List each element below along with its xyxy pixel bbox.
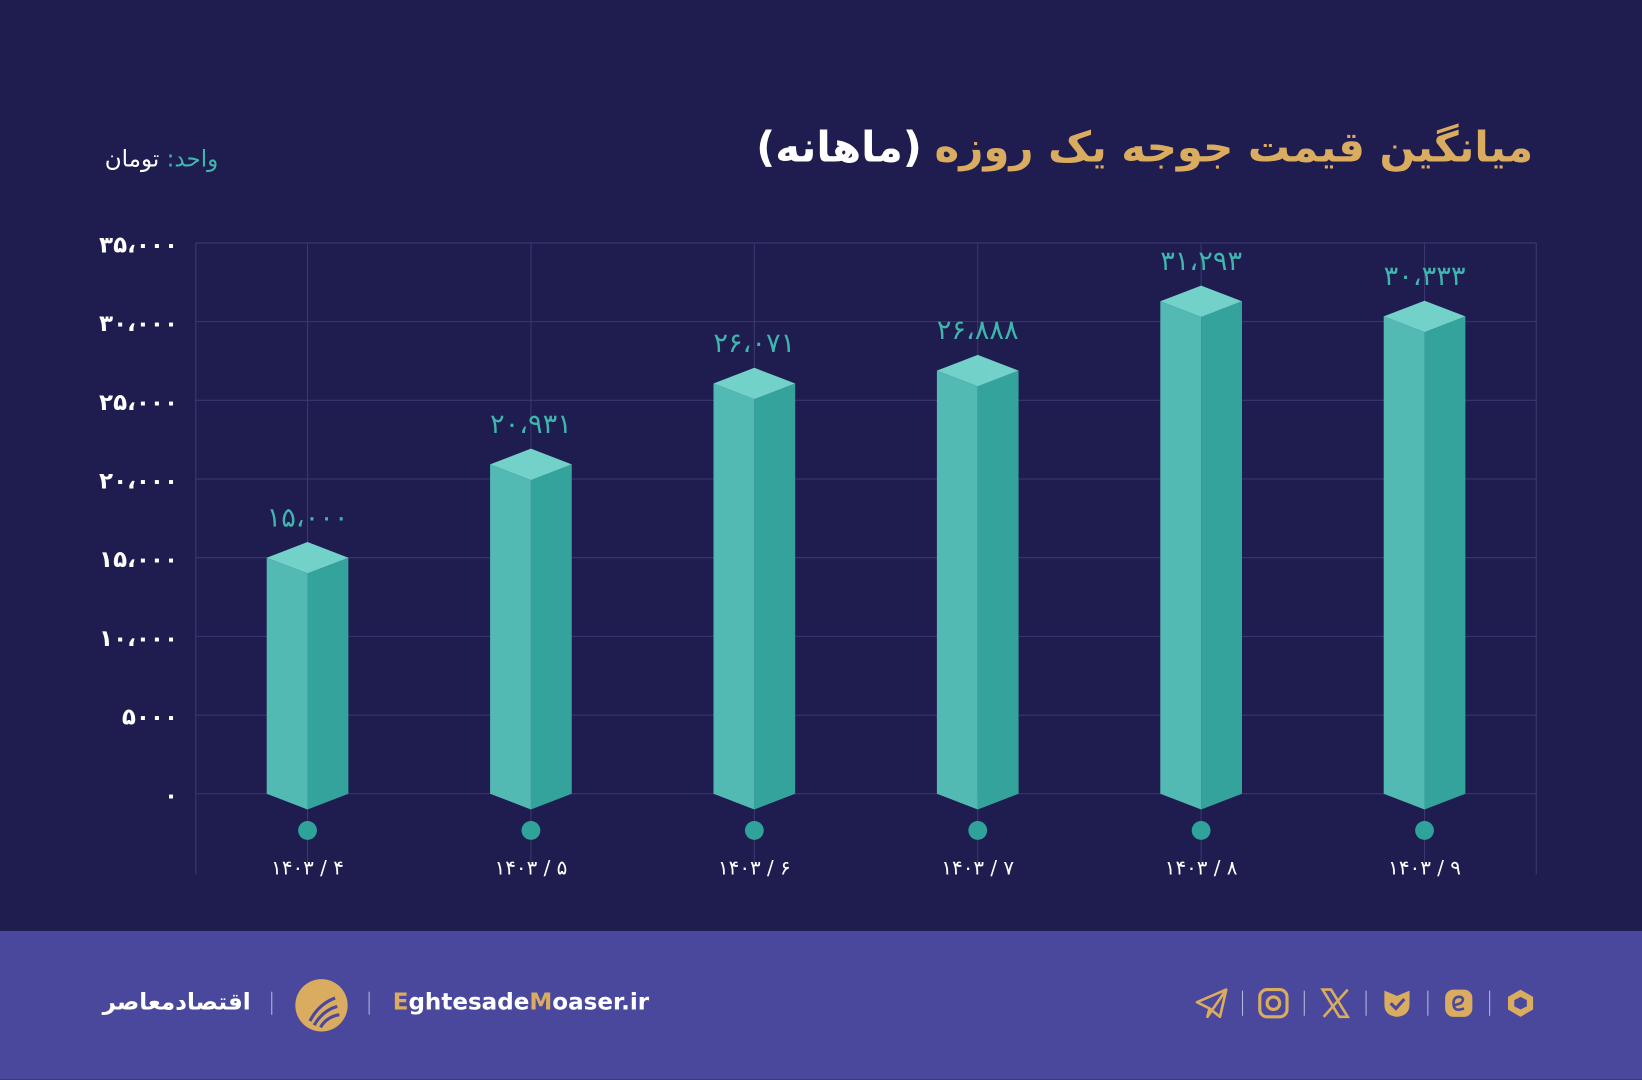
y-tick-label: ۳۵،۰۰۰: [99, 232, 178, 258]
y-tick-label: ۲۵،۰۰۰: [99, 390, 178, 416]
unit-value: تومان: [104, 146, 160, 173]
bar-right-face: [307, 557, 349, 810]
bar-right-face: [977, 370, 1019, 810]
divider: [271, 991, 273, 1015]
bar-top-face: [713, 367, 796, 400]
bar-left-face: [1383, 316, 1425, 810]
x-tick-label: ۱۴۰۳ / ۷: [941, 856, 1014, 879]
x-tick-label: ۱۴۰۳ / ۸: [1165, 856, 1238, 879]
data-label: ۲۶،۸۸۸: [937, 315, 1019, 346]
bar-top-face: [936, 354, 1019, 387]
unit-label: واحد: تومان: [105, 147, 219, 173]
x-tick-label: ۱۴۰۳ / ۵: [495, 856, 568, 879]
bar-right-face: [754, 383, 796, 810]
bar-left-face: [266, 557, 308, 810]
bar-left-face: [936, 370, 978, 810]
page-title: میانگین قیمت جوجه یک روزه(ماهانه): [756, 124, 1533, 172]
bar-top-face: [1383, 300, 1466, 333]
footer: اقتصادمعاصر EghtesadeMoaser.ir: [0, 930, 1642, 1080]
brand-logo: [295, 979, 348, 1032]
bar-top-face: [1160, 285, 1242, 317]
y-tick-label: ۱۵،۰۰۰: [99, 547, 178, 573]
bar-left-face: [713, 383, 755, 810]
y-tick-label: ۲۰،۰۰۰: [99, 468, 178, 494]
bar-chart: ۰ ۵۰۰۰ ۱۰،۰۰۰ ۱۵،۰۰۰ ۲۰،۰۰۰ ۲۵،۰۰۰ ۳۰،۰۰۰ ۳۵،۰۰…: [99, 232, 1537, 879]
x-tick-label: ۱۴۰۳ / ۴: [271, 856, 344, 879]
bale-icon[interactable]: [1379, 985, 1415, 1021]
social-icons: [1194, 985, 1539, 1021]
x-icon[interactable]: [1317, 985, 1353, 1021]
title-sub: (ماهانه): [756, 123, 922, 172]
bar-right-face: [530, 464, 572, 810]
rubika-icon[interactable]: [1503, 985, 1539, 1021]
category-dot: [521, 821, 541, 840]
category-dot: [744, 821, 764, 840]
category-dot: [298, 821, 317, 840]
data-label: ۲۶،۰۷۱: [713, 328, 795, 359]
y-tick-label: ۵۰۰۰: [122, 705, 178, 731]
x-tick-label: ۱۴۰۳ / ۹: [1388, 856, 1461, 879]
data-label: ۲۰،۹۳۱: [490, 409, 572, 440]
category-dot: [1415, 821, 1434, 840]
x-tick-label: ۱۴۰۳ / ۶: [718, 856, 791, 879]
y-tick-label: ۳۰،۰۰۰: [99, 311, 178, 337]
title-main: میانگین قیمت جوجه یک روزه: [934, 123, 1534, 172]
data-label: ۱۵،۰۰۰: [267, 502, 349, 533]
y-tick-label: ۱۰،۰۰۰: [99, 626, 178, 652]
category-dot: [968, 821, 988, 840]
unit-key: واحد:: [166, 146, 219, 173]
telegram-icon[interactable]: [1194, 985, 1230, 1021]
eitaa-icon[interactable]: [1441, 985, 1477, 1021]
bar-right-face: [1201, 301, 1242, 810]
data-label: ۳۱،۲۹۳: [1160, 246, 1242, 277]
bar-right-face: [1424, 316, 1466, 810]
category-dot: [1191, 821, 1211, 840]
bar-left-face: [1160, 301, 1202, 810]
bar-top-face: [266, 542, 349, 574]
divider: [368, 991, 370, 1015]
y-tick-label: ۰: [164, 783, 178, 809]
bar-top-face: [490, 448, 572, 481]
website-link[interactable]: EghtesadeMoaser.ir: [392, 989, 650, 1016]
instagram-icon[interactable]: [1256, 985, 1292, 1021]
brand-name: اقتصادمعاصر: [102, 989, 251, 1016]
data-label: ۳۰،۳۳۳: [1384, 261, 1466, 292]
bar-left-face: [490, 464, 531, 810]
